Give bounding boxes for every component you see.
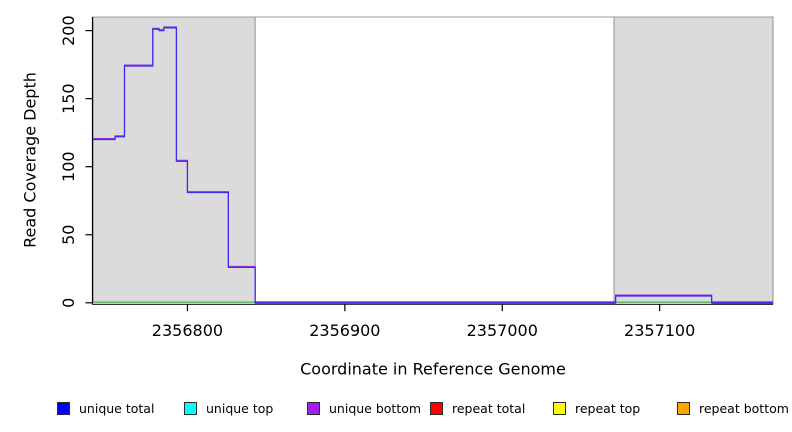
x-tick-label: 2356900 bbox=[309, 321, 380, 340]
x-axis-title: Coordinate in Reference Genome bbox=[300, 359, 566, 379]
legend-item-repeat-total: repeat total bbox=[430, 401, 525, 416]
legend: unique total unique top unique bottom repea… bbox=[0, 398, 792, 422]
legend-item-unique-total: unique total bbox=[57, 401, 154, 416]
legend-swatch-unique-top bbox=[184, 402, 197, 415]
x-tick-label: 2356800 bbox=[152, 321, 223, 340]
legend-label: unique top bbox=[206, 401, 274, 416]
y-axis-title: Read Coverage Depth bbox=[20, 72, 40, 248]
legend-swatch-unique-total bbox=[57, 402, 70, 415]
legend-item-unique-top: unique top bbox=[184, 401, 273, 416]
legend-item-unique-bottom: unique bottom bbox=[307, 401, 421, 416]
x-tick-label: 2357100 bbox=[624, 321, 695, 340]
legend-label: repeat top bbox=[575, 401, 641, 416]
legend-item-repeat-top: repeat top bbox=[553, 401, 640, 416]
y-tick-label: 200 bbox=[59, 15, 78, 46]
y-tick-label: 150 bbox=[59, 83, 78, 114]
legend-swatch-repeat-bottom bbox=[677, 402, 690, 415]
y-tick-label: 0 bbox=[59, 298, 78, 308]
legend-swatch-repeat-total bbox=[430, 402, 443, 415]
coverage-step-line bbox=[93, 27, 773, 304]
x-tick-label: 2357000 bbox=[467, 321, 538, 340]
y-tick-label: 50 bbox=[59, 225, 78, 245]
legend-item-repeat-bottom: repeat bottom bbox=[677, 401, 789, 416]
repeat-region-shading bbox=[613, 16, 774, 305]
legend-label: repeat bottom bbox=[699, 401, 789, 416]
legend-swatch-repeat-top bbox=[553, 402, 566, 415]
repeat-region-shading bbox=[92, 16, 256, 305]
legend-label: repeat total bbox=[452, 401, 526, 416]
legend-label: unique bottom bbox=[329, 401, 422, 416]
legend-label: unique total bbox=[79, 401, 155, 416]
legend-swatch-unique-bottom bbox=[307, 402, 320, 415]
y-tick-label: 100 bbox=[59, 151, 78, 182]
